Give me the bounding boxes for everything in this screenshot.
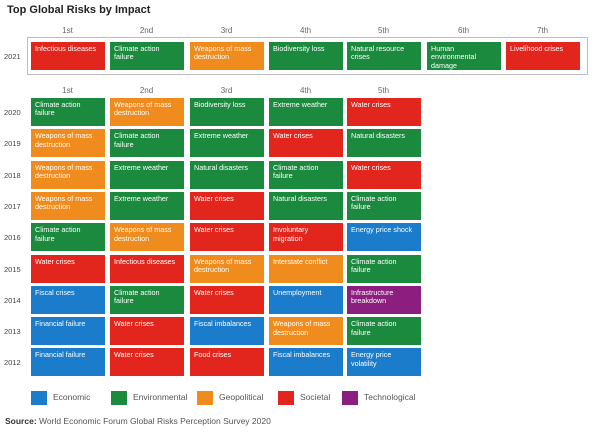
risk-cell-2012-4: Fiscal imbalances	[269, 348, 343, 377]
rank-header-2: 2nd	[139, 86, 154, 95]
risk-cell-2012-3: Food crises	[190, 348, 264, 377]
risk-cell-2021-7: Livelihood crises	[506, 42, 580, 70]
year-label-2016: 2016	[4, 233, 21, 243]
risk-cell-2018-5: Water crises	[347, 160, 421, 189]
year-2021-frame	[27, 37, 588, 75]
legend-label-economic: Economic	[53, 392, 91, 402]
risk-cell-2017-4: Natural disasters	[269, 191, 343, 220]
chart-title: Top Global Risks by Impact	[7, 4, 151, 16]
risk-cell-2013-5: Climate action failure	[347, 317, 421, 346]
risk-cell-2018-2: Extreme weather	[110, 160, 184, 189]
risk-cell-2014-1: Fiscal crises	[31, 285, 105, 314]
risk-cell-2014-4: Unemployment	[269, 285, 343, 314]
year-label-2021: 2021	[4, 52, 21, 61]
year-label-2018: 2018	[4, 170, 21, 180]
risk-cell-2020-4: Extreme weather	[269, 98, 343, 126]
year-label-2019: 2019	[4, 139, 21, 149]
legend-label-societal: Societal	[300, 392, 331, 402]
legend-label-technological: Technological	[364, 392, 416, 402]
year-label-2014: 2014	[4, 295, 21, 305]
rank-header-1: 1st	[62, 86, 73, 95]
legend-swatch-environmental	[111, 391, 127, 405]
rank-header-2021-6: 6th	[457, 26, 470, 35]
risk-cell-2017-5: Climate action failure	[347, 191, 421, 220]
year-label-2017: 2017	[4, 201, 21, 211]
risk-cell-2015-1: Water crises	[31, 254, 105, 283]
risk-cell-2016-1: Climate action failure	[31, 223, 105, 252]
risk-cell-2018-3: Natural disasters	[190, 160, 264, 189]
rank-header-2021-1: 1st	[62, 26, 73, 35]
risk-cell-2012-1: Financial failure	[31, 348, 105, 377]
risk-cell-2013-1: Financial failure	[31, 317, 105, 346]
legend-swatch-technological	[342, 391, 358, 405]
risk-cell-2021-4: Biodiversity loss	[269, 42, 343, 70]
risk-cell-2019-5: Natural disasters	[347, 129, 421, 158]
risk-cell-2013-2: Water crises	[110, 317, 184, 346]
risk-cell-2019-3: Extreme weather	[190, 129, 264, 158]
risk-cell-2018-1: Weapons of mass destruction	[31, 160, 105, 189]
risk-cell-2015-4: Interstate conflict	[269, 254, 343, 283]
risk-cell-2021-5: Natural resource crises	[347, 42, 421, 70]
risk-cell-2019-4: Water crises	[269, 129, 343, 158]
risk-cell-2020-5: Water crises	[347, 98, 421, 126]
risk-cell-2016-3: Water crises	[190, 223, 264, 252]
rank-header-2021-2: 2nd	[139, 26, 154, 35]
rank-header-4: 4th	[299, 86, 312, 95]
risk-cell-2019-1: Weapons of mass destruction	[31, 129, 105, 158]
source-note: Source: World Economic Forum Global Risk…	[5, 416, 271, 426]
legend-swatch-societal	[278, 391, 294, 405]
year-label-2012: 2012	[4, 358, 21, 368]
year-label-2015: 2015	[4, 264, 21, 274]
risk-cell-2013-4: Weapons of mass destruction	[269, 317, 343, 346]
risk-cell-2021-1: Infectious diseases	[31, 42, 105, 70]
risk-cell-2021-2: Climate action failure	[110, 42, 184, 70]
risk-cell-2012-5: Energy price volatility	[347, 348, 421, 377]
risk-cell-2017-2: Extreme weather	[110, 191, 184, 220]
source-text: World Economic Forum Global Risks Percep…	[39, 416, 271, 426]
legend-swatch-economic	[31, 391, 47, 405]
rank-header-5: 5th	[377, 86, 390, 95]
rank-header-2021-4: 4th	[299, 26, 312, 35]
risk-cell-2020-3: Biodiversity loss	[190, 98, 264, 126]
risk-cell-2014-3: Water crises	[190, 285, 264, 314]
rank-header-2021-3: 3rd	[220, 26, 233, 35]
risk-cell-2016-5: Energy price shock	[347, 223, 421, 252]
risk-cell-2014-5: Infrastructure breakdown	[347, 285, 421, 314]
rank-header-2021-7: 7th	[536, 26, 549, 35]
rank-header-3: 3rd	[220, 86, 233, 95]
risk-cell-2015-3: Weapons of mass destruction	[190, 254, 264, 283]
risk-cell-2017-1: Weapons of mass destruction	[31, 191, 105, 220]
risk-cell-2021-3: Weapons of mass destruction	[190, 42, 264, 70]
risk-cell-2016-4: Involuntary migration	[269, 223, 343, 252]
legend-label-environmental: Environmental	[133, 392, 188, 402]
year-label-2020: 2020	[4, 108, 21, 117]
rank-header-2021-5: 5th	[377, 26, 390, 35]
risk-cell-2015-5: Climate action failure	[347, 254, 421, 283]
risk-cell-2012-2: Water crises	[110, 348, 184, 377]
risk-cell-2020-2: Weapons of mass destruction	[110, 98, 184, 126]
risk-cell-2021-6: Human environmental damage	[427, 42, 501, 70]
risk-cell-2020-1: Climate action failure	[31, 98, 105, 126]
risk-cell-2019-2: Climate action failure	[110, 129, 184, 158]
legend-swatch-geopolitical	[197, 391, 213, 405]
risk-cell-2013-3: Fiscal imbalances	[190, 317, 264, 346]
risk-cell-2015-2: Infectious diseases	[110, 254, 184, 283]
legend-label-geopolitical: Geopolitical	[219, 392, 264, 402]
risk-cell-2016-2: Weapons of mass destruction	[110, 223, 184, 252]
risk-cell-2018-4: Climate action failure	[269, 160, 343, 189]
risk-cell-2017-3: Water crises	[190, 191, 264, 220]
risk-cell-2014-2: Climate action failure	[110, 285, 184, 314]
source-label: Source:	[5, 416, 37, 426]
year-label-2013: 2013	[4, 327, 21, 337]
